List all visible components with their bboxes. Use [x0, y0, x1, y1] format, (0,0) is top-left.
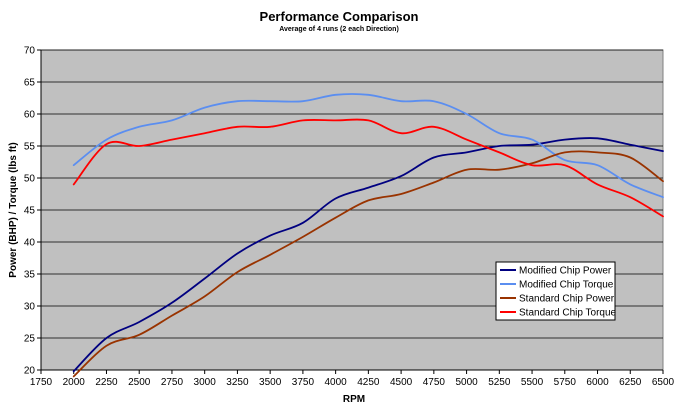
x-tick-label: 3500 — [259, 377, 282, 388]
x-axis-title: RPM — [343, 394, 365, 405]
y-tick-label: 45 — [24, 206, 36, 217]
legend-box — [495, 261, 616, 321]
x-tick-label: 3750 — [292, 377, 315, 388]
x-tick-label: 6000 — [586, 377, 609, 388]
y-tick-label: 55 — [24, 142, 36, 153]
series-line-modified-chip-torque — [72, 93, 664, 199]
x-tick-label: 2000 — [63, 377, 86, 388]
x-tick-label: 2750 — [161, 377, 184, 388]
x-tick-label: 1750 — [30, 377, 53, 388]
y-tick-label: 20 — [24, 366, 36, 377]
y-tick-label: 40 — [24, 238, 36, 249]
y-tick-label: 50 — [24, 174, 36, 185]
x-tick-label: 4500 — [390, 377, 413, 388]
legend: Modified Chip Power Modified Chip Torque S… — [495, 261, 617, 321]
x-tick-label: 3000 — [194, 377, 217, 388]
y-tick-label: 70 — [24, 46, 36, 57]
legend-label: Standard Chip Power — [519, 294, 615, 305]
x-tick-label: 3250 — [226, 377, 249, 388]
x-tick-label: 5000 — [455, 377, 478, 388]
x-tick-label: 4250 — [357, 377, 380, 388]
legend-label: Modified Chip Power — [519, 266, 612, 277]
legend-label: Modified Chip Torque — [519, 280, 614, 291]
x-tick-label: 5250 — [488, 377, 511, 388]
y-tick-label: 35 — [24, 270, 36, 281]
series-lines — [72, 93, 664, 378]
x-tick-label: 5500 — [521, 377, 544, 388]
y-tick-label: 30 — [24, 302, 36, 313]
axes: 20 25 30 35 40 45 50 55 60 65 70 1750 2000 2250 2500 27… — [24, 46, 675, 389]
y-tick-label: 60 — [24, 110, 36, 121]
x-tick-label: 5750 — [554, 377, 577, 388]
chart-subtitle: Average of 4 runs (2 each Direction) — [279, 26, 399, 33]
x-tick-label: 4000 — [325, 377, 348, 388]
x-tick-label: 2250 — [95, 377, 118, 388]
y-axis-title: Power (BHP) / Torque (lbs ft) — [8, 142, 19, 277]
x-tick-label: 2500 — [128, 377, 151, 388]
series-line-modified-chip-power — [72, 137, 664, 373]
x-tick-label: 6500 — [652, 377, 675, 388]
x-tick-label: 6250 — [619, 377, 642, 388]
legend-label: Standard Chip Torque — [519, 308, 617, 319]
x-tick-label: 4750 — [423, 377, 446, 388]
y-tick-label: 65 — [24, 78, 36, 89]
chart-title: Performance Comparison — [260, 9, 419, 24]
plot-area — [40, 49, 664, 371]
series-line-standard-chip-power — [72, 150, 664, 378]
series-line-standard-chip-torque — [72, 118, 664, 218]
y-tick-label: 25 — [24, 334, 36, 345]
